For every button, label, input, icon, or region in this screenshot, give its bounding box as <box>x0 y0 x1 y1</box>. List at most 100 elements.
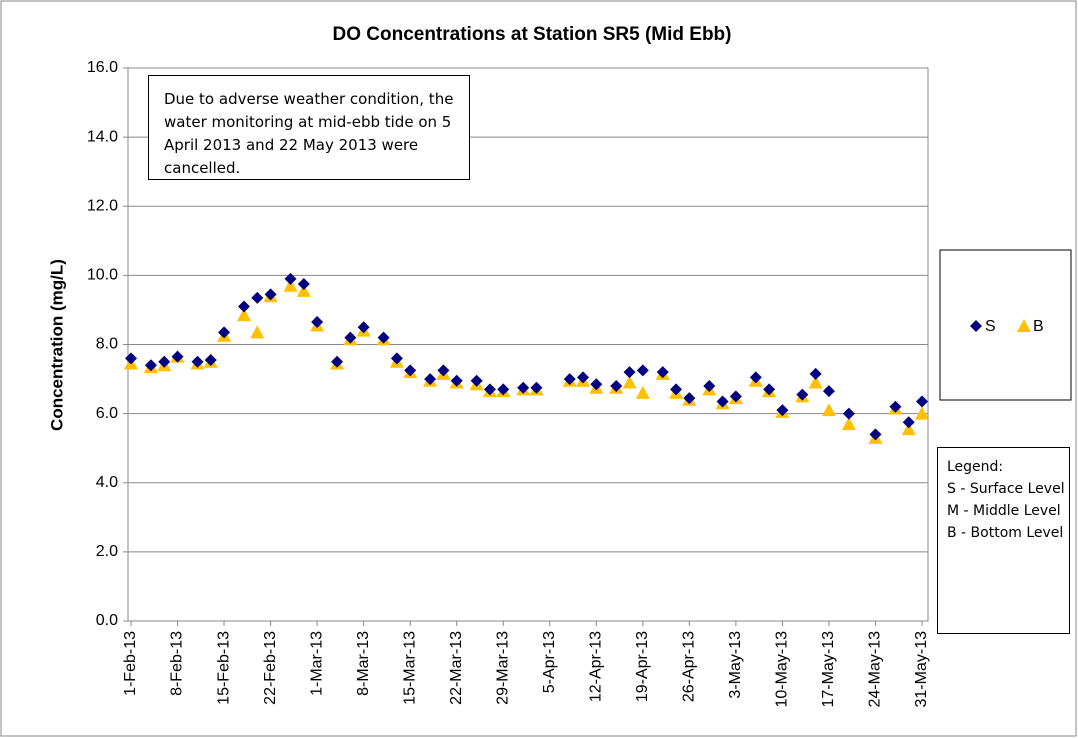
point <box>577 371 589 384</box>
point <box>483 383 496 396</box>
legend-note-title: Legend: <box>947 459 1004 475</box>
point <box>357 321 370 334</box>
legend-note-line: S - Surface Level <box>947 481 1065 497</box>
point <box>915 406 929 420</box>
y-tick-label: 2.0 <box>96 543 118 560</box>
point <box>563 373 576 386</box>
point <box>530 381 543 394</box>
point <box>237 308 251 322</box>
point <box>916 395 928 408</box>
point <box>716 395 729 408</box>
point <box>144 359 157 372</box>
point <box>437 364 450 377</box>
point <box>901 422 916 436</box>
point <box>284 272 297 285</box>
x-tick-label: 12-Apr-13 <box>588 631 605 702</box>
x-tick-label: 8-Mar-13 <box>355 631 372 696</box>
point <box>636 364 649 377</box>
x-tick-label: 15-Feb-13 <box>215 631 232 705</box>
point <box>610 379 623 392</box>
x-tick-label: 31-May-13 <box>913 631 930 708</box>
point <box>889 400 902 413</box>
x-tick-label: 1-Feb-13 <box>122 631 139 696</box>
point <box>635 385 650 399</box>
point <box>869 428 882 441</box>
point <box>809 367 822 380</box>
point <box>670 383 683 396</box>
point <box>763 383 776 396</box>
point <box>283 278 298 292</box>
x-tick-label: 22-Mar-13 <box>448 631 465 705</box>
legend-note: Legend: S - Surface Level M - Middle Lev… <box>937 447 1070 634</box>
y-tick-label: 10.0 <box>87 267 118 284</box>
x-tick-label: 17-May-13 <box>820 631 837 708</box>
point <box>251 291 264 304</box>
point <box>842 407 855 420</box>
y-tick-label: 6.0 <box>96 405 118 422</box>
point <box>250 325 265 339</box>
point <box>590 378 603 391</box>
point <box>703 379 716 392</box>
point <box>729 390 742 403</box>
x-tick-label: 8-Feb-13 <box>169 631 186 696</box>
point <box>171 350 184 363</box>
point <box>517 381 530 394</box>
annotation: Due to adverse weather condition, the wa… <box>148 75 470 180</box>
point <box>191 355 204 368</box>
y-axis-label: Concentration (mg/L) <box>47 259 66 431</box>
point <box>683 392 696 405</box>
legend-note-line: M - Middle Level <box>947 503 1061 519</box>
point <box>622 375 637 389</box>
point <box>204 354 217 367</box>
point <box>404 364 417 377</box>
y-tick-label: 8.0 <box>96 336 118 353</box>
x-tick-label: 26-Apr-13 <box>681 631 698 702</box>
point <box>796 388 809 401</box>
x-tick-label: 24-May-13 <box>867 631 884 708</box>
y-tick-label: 0.0 <box>96 612 118 629</box>
point <box>808 375 823 389</box>
point <box>821 403 836 417</box>
legend-marker <box>970 320 982 332</box>
chart-title: DO Concentrations at Station SR5 (Mid Eb… <box>332 24 731 45</box>
point <box>264 288 277 301</box>
point <box>749 371 762 384</box>
point <box>450 374 463 387</box>
point <box>344 331 357 344</box>
x-tick-label: 22-Feb-13 <box>262 631 279 705</box>
point <box>311 316 324 329</box>
point <box>125 352 137 365</box>
legend-label: B <box>1033 318 1044 335</box>
x-tick-label: 19-Apr-13 <box>634 631 651 702</box>
point <box>297 278 310 291</box>
legend-marker <box>1017 319 1031 332</box>
point <box>424 373 437 386</box>
x-tick-label: 15-Mar-13 <box>401 631 418 705</box>
point <box>470 374 483 387</box>
point <box>331 355 344 368</box>
legend-note-line: B - Bottom Level <box>947 525 1064 541</box>
y-tick-label: 14.0 <box>87 128 118 145</box>
point <box>238 300 250 313</box>
x-tick-label: 10-May-13 <box>774 631 791 708</box>
x-tick-label: 3-May-13 <box>727 631 744 699</box>
point <box>158 355 171 368</box>
y-tick-label: 16.0 <box>87 59 118 76</box>
legend-box <box>939 249 1072 401</box>
x-tick-label: 29-Mar-13 <box>494 631 511 705</box>
legend-label: S <box>985 318 996 335</box>
point <box>902 416 915 429</box>
y-tick-label: 4.0 <box>96 474 118 491</box>
point <box>822 385 835 398</box>
point <box>841 416 856 430</box>
point <box>218 326 231 339</box>
point <box>296 283 311 297</box>
point <box>497 383 510 396</box>
point <box>776 404 789 417</box>
x-tick-label: 5-Apr-13 <box>541 631 558 693</box>
y-tick-label: 12.0 <box>87 197 118 214</box>
point <box>377 331 390 344</box>
point <box>390 352 403 365</box>
point <box>656 366 669 379</box>
